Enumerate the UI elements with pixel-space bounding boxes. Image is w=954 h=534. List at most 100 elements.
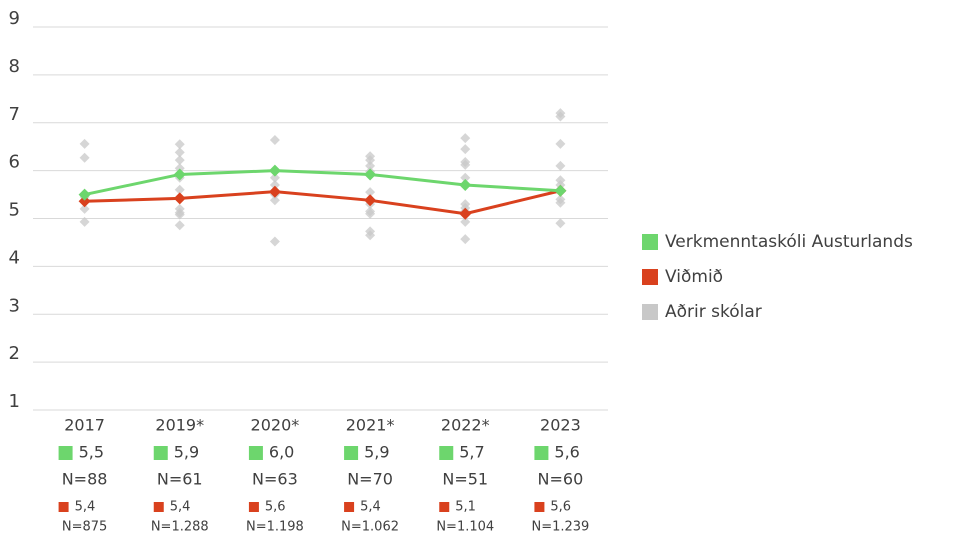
series-point bbox=[554, 184, 567, 197]
x-tick-label: 2017 bbox=[64, 416, 105, 435]
other-school-point bbox=[269, 172, 280, 183]
value-label: 5,6 bbox=[554, 443, 579, 462]
n-label: N=70 bbox=[347, 470, 393, 489]
series-line bbox=[84, 169, 561, 197]
series-point bbox=[78, 188, 91, 201]
legend-swatch bbox=[642, 269, 658, 285]
x-tick-label: 2022* bbox=[441, 416, 490, 435]
series-point bbox=[268, 185, 281, 198]
y-tick-label: 3 bbox=[9, 295, 20, 316]
table-swatch bbox=[248, 502, 259, 512]
other-school-point bbox=[174, 155, 185, 166]
series-point bbox=[173, 168, 186, 181]
value-label: 5,1 bbox=[455, 500, 476, 515]
table-swatch bbox=[534, 502, 545, 512]
legend-label: Viðmið bbox=[665, 267, 723, 287]
other-school-point bbox=[269, 236, 280, 247]
series-point bbox=[459, 207, 472, 220]
other-school-point bbox=[460, 234, 471, 245]
n-label: N=1.062 bbox=[341, 520, 399, 534]
other-school-point bbox=[365, 160, 376, 171]
other-school-point bbox=[174, 184, 185, 195]
value-label: 5,5 bbox=[79, 443, 104, 462]
n-label: N=88 bbox=[62, 470, 108, 489]
other-school-point bbox=[174, 209, 185, 220]
value-label: 5,7 bbox=[459, 443, 484, 462]
other-school-point bbox=[365, 187, 376, 198]
value-label: 5,4 bbox=[170, 500, 191, 515]
value-label: 5,4 bbox=[75, 500, 96, 515]
y-tick-label: 2 bbox=[9, 343, 20, 364]
y-tick-label: 8 bbox=[9, 56, 20, 77]
series-point bbox=[364, 168, 377, 181]
other-school-point bbox=[365, 155, 376, 166]
table-swatch bbox=[153, 502, 164, 512]
other-school-point bbox=[460, 159, 471, 170]
value-label: 5,4 bbox=[360, 500, 381, 515]
other-school-point bbox=[174, 220, 185, 231]
table-swatch bbox=[248, 446, 263, 460]
table-swatch bbox=[534, 446, 549, 460]
other-school-point bbox=[555, 218, 566, 229]
other-school-point bbox=[555, 197, 566, 208]
other-school-point bbox=[460, 172, 471, 183]
n-label: N=875 bbox=[62, 520, 107, 534]
table-swatch bbox=[439, 502, 450, 512]
other-school-point bbox=[79, 138, 90, 149]
other-school-point bbox=[269, 134, 280, 145]
legend-label: Verkmenntaskóli Austurlands bbox=[665, 232, 913, 252]
y-tick-label: 4 bbox=[9, 247, 20, 268]
n-label: N=51 bbox=[442, 470, 488, 489]
table-swatch bbox=[344, 502, 355, 512]
series-point bbox=[459, 178, 472, 191]
x-tick-label: 2019* bbox=[155, 416, 204, 435]
series-line bbox=[84, 189, 561, 216]
y-tick-label: 9 bbox=[9, 8, 20, 29]
n-label: N=63 bbox=[252, 470, 298, 489]
x-tick-label: 2020* bbox=[251, 416, 300, 435]
value-label: 6,0 bbox=[269, 443, 294, 462]
n-label: N=60 bbox=[538, 470, 584, 489]
other-school-point bbox=[174, 147, 185, 158]
table-swatch bbox=[344, 446, 359, 460]
value-label: 5,9 bbox=[364, 443, 389, 462]
legend-swatch bbox=[642, 234, 658, 250]
n-label: N=1.288 bbox=[151, 520, 209, 534]
value-label: 5,6 bbox=[550, 500, 571, 515]
legend-label: Aðrir skólar bbox=[665, 302, 762, 322]
other-school-point bbox=[79, 152, 90, 163]
n-label: N=1.198 bbox=[246, 520, 304, 534]
y-tick-label: 1 bbox=[9, 391, 20, 412]
series-point bbox=[364, 194, 377, 207]
series-point bbox=[78, 195, 91, 208]
other-school-point bbox=[555, 138, 566, 149]
other-school-point bbox=[460, 216, 471, 227]
other-school-point bbox=[555, 111, 566, 122]
other-school-point bbox=[174, 163, 185, 174]
other-school-point bbox=[269, 179, 280, 190]
other-school-point bbox=[460, 133, 471, 144]
other-school-point bbox=[269, 195, 280, 206]
x-tick-label: 2021* bbox=[346, 416, 395, 435]
x-tick-label: 2023 bbox=[540, 416, 581, 435]
n-label: N=61 bbox=[157, 470, 203, 489]
y-tick-label: 6 bbox=[9, 152, 20, 173]
table-swatch bbox=[439, 446, 454, 460]
series-point bbox=[173, 192, 186, 205]
y-tick-label: 5 bbox=[9, 200, 20, 221]
other-school-point bbox=[555, 160, 566, 171]
value-label: 5,6 bbox=[265, 500, 286, 515]
other-school-point bbox=[79, 203, 90, 214]
other-school-point bbox=[365, 208, 376, 219]
value-label: 5,9 bbox=[174, 443, 199, 462]
other-school-point bbox=[79, 216, 90, 227]
series-point bbox=[268, 164, 281, 177]
legend-swatch bbox=[642, 304, 658, 320]
other-school-point bbox=[174, 139, 185, 150]
table-swatch bbox=[153, 446, 168, 460]
table-swatch bbox=[58, 446, 73, 460]
y-tick-label: 7 bbox=[9, 104, 20, 125]
other-school-point bbox=[460, 144, 471, 155]
n-label: N=1.104 bbox=[436, 520, 494, 534]
